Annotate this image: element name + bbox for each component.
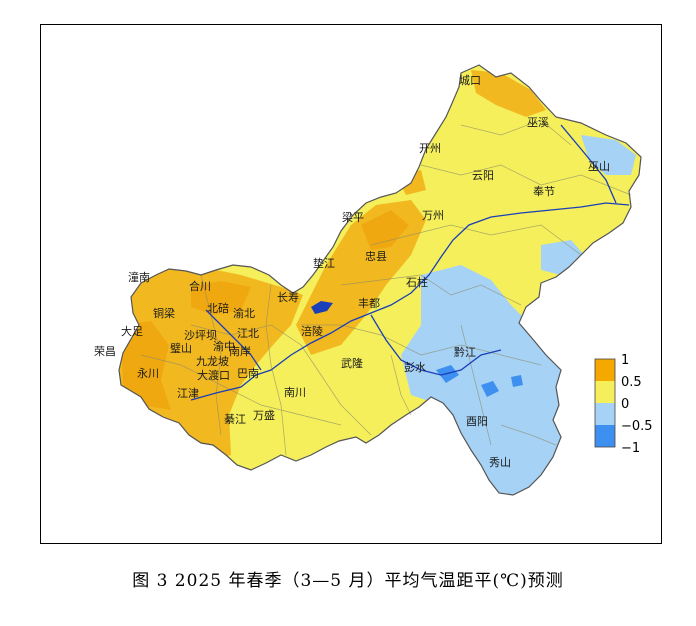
legend-swatch-3 bbox=[595, 403, 615, 425]
place-label: 开州 bbox=[419, 142, 441, 155]
figure-caption: 图 3 2025 年春季（3—5 月）平均气温距平(℃)预测 bbox=[132, 571, 564, 591]
place-label: 武隆 bbox=[341, 356, 363, 370]
wujiang-river bbox=[370, 314, 502, 376]
cool-zone-fengjie-south bbox=[541, 240, 586, 275]
cool-zone-qianjiang-core bbox=[481, 381, 499, 397]
legend-border bbox=[594, 358, 616, 448]
cool-zone-shizhu-core bbox=[511, 375, 523, 387]
place-label: 巫山 bbox=[588, 160, 610, 173]
place-label: 涪陵 bbox=[301, 324, 323, 338]
daning-river bbox=[560, 124, 617, 204]
place-label: 垫江 bbox=[313, 256, 335, 270]
place-label: 巫溪 bbox=[527, 116, 549, 129]
county-boundaries bbox=[140, 119, 632, 456]
place-label: 长寿 bbox=[277, 290, 299, 304]
place-label: 江津 bbox=[177, 387, 199, 400]
place-label: 梁平 bbox=[342, 210, 364, 224]
warm-zone-west-core bbox=[121, 321, 171, 410]
yangtze-river bbox=[190, 202, 630, 401]
changshou-lake-icon bbox=[311, 301, 333, 314]
legend-swatch-1 bbox=[595, 359, 615, 381]
jialing-river bbox=[205, 309, 262, 371]
warm-zone-northwest bbox=[191, 281, 251, 315]
place-label: 渝北 bbox=[233, 306, 255, 320]
place-label: 万盛 bbox=[253, 408, 275, 422]
region-outline bbox=[118, 64, 642, 496]
place-label: 合川 bbox=[189, 279, 211, 293]
place-label: 巴南 bbox=[237, 367, 259, 380]
place-label: 綦江 bbox=[224, 413, 246, 426]
cool-zone-youyang bbox=[461, 395, 566, 495]
place-label: 潼南 bbox=[128, 270, 150, 284]
map-frame: 城口巫溪开州巫山云阳奉节梁平 万州垫江 忠县石柱 潼南合川长寿丰都铜梁 北碚 渝北大足 沙坪… bbox=[40, 24, 662, 544]
place-label: 丰都 bbox=[358, 297, 380, 310]
rivers bbox=[190, 124, 630, 401]
place-label: 南岸 bbox=[229, 345, 251, 358]
place-label: 永川 bbox=[137, 366, 159, 380]
legend-tick-0: 0 bbox=[621, 397, 629, 412]
place-label: 铜梁 bbox=[153, 306, 175, 320]
place-label: 渝中 bbox=[213, 339, 235, 353]
place-label: 北碚 bbox=[207, 301, 229, 315]
warm-zone-chengkou bbox=[471, 70, 546, 117]
warm-zone-liangping bbox=[361, 210, 409, 250]
legend-swatch-4 bbox=[595, 425, 615, 447]
place-label: 秀山 bbox=[489, 456, 511, 469]
place-label: 荣昌 bbox=[94, 345, 116, 358]
place-label: 大渡口 bbox=[197, 368, 230, 382]
place-label: 彭水 bbox=[404, 360, 426, 374]
place-label: 沙坪坝 bbox=[184, 328, 217, 342]
place-label: 万州 bbox=[422, 209, 444, 222]
place-label: 九龙坡 bbox=[196, 355, 229, 368]
place-label: 黔江 bbox=[454, 345, 476, 359]
place-label: 石柱 bbox=[406, 275, 428, 289]
legend-tick-1: 1 bbox=[621, 353, 629, 368]
place-label: 大足 bbox=[121, 324, 143, 338]
place-label: 城口 bbox=[459, 74, 481, 87]
place-label: 奉节 bbox=[533, 184, 555, 198]
place-label: 云阳 bbox=[472, 169, 494, 182]
legend-tick-0.5: 0.5 bbox=[621, 375, 642, 390]
place-label: 酉阳 bbox=[466, 415, 488, 428]
place-labels: 城口巫溪开州巫山云阳奉节梁平 万州垫江 忠县石柱 潼南合川长寿丰都铜梁 北碚 渝北大足 沙坪… bbox=[94, 74, 610, 469]
place-label: 南川 bbox=[284, 386, 306, 399]
legend-tick-neg-0.5: −0.5 bbox=[621, 419, 653, 434]
place-label: 忠县 bbox=[365, 250, 387, 263]
legend-tick-neg-1: −1 bbox=[621, 441, 640, 456]
legend: 1 0.5 0 −0.5 −1 bbox=[594, 353, 653, 456]
place-label: 璧山 bbox=[170, 341, 192, 355]
place-label: 江北 bbox=[237, 327, 259, 340]
temperature-anomaly-map: 城口巫溪开州巫山云阳奉节梁平 万州垫江 忠县石柱 潼南合川长寿丰都铜梁 北碚 渝北大足 沙坪… bbox=[94, 64, 653, 496]
legend-swatch-2 bbox=[595, 381, 615, 403]
